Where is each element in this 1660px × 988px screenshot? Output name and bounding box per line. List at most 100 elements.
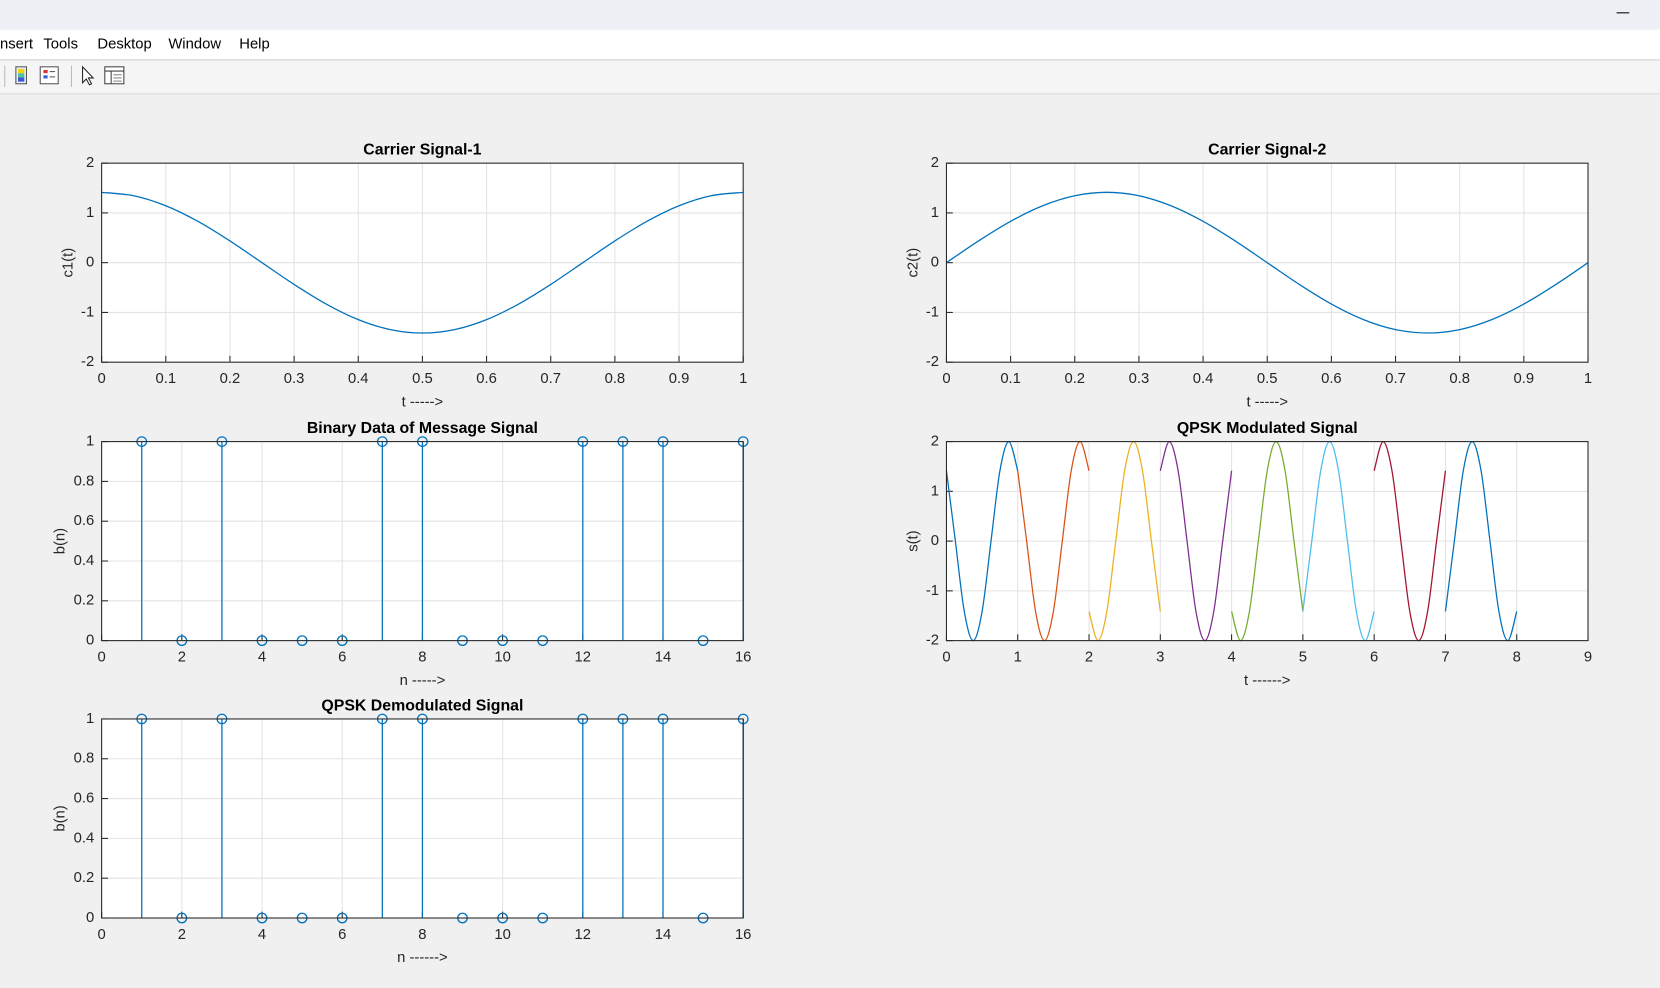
x-tick-label: 0.6 bbox=[1321, 371, 1342, 387]
y-tick-label: 1 bbox=[86, 711, 94, 727]
y-tick-label: -2 bbox=[81, 354, 94, 370]
x-tick-label: 0 bbox=[942, 649, 950, 665]
x-tick-label: 0.4 bbox=[1193, 371, 1214, 387]
y-tick-label: 0 bbox=[931, 533, 939, 549]
x-tick-label: 0.5 bbox=[412, 371, 433, 387]
x-tick-label: 0.2 bbox=[1064, 371, 1085, 387]
pointer-icon[interactable] bbox=[82, 65, 95, 86]
axes-box bbox=[101, 441, 744, 642]
x-tick-label: 0.7 bbox=[1385, 371, 1406, 387]
x-tick-label: 0.9 bbox=[1514, 371, 1535, 387]
y-tick-label: 2 bbox=[931, 155, 939, 171]
y-tick-label: 1 bbox=[931, 483, 939, 499]
x-axis-label: t -----> bbox=[402, 394, 444, 410]
x-tick-label: 0.3 bbox=[1129, 371, 1150, 387]
x-tick-label: 0.1 bbox=[1000, 371, 1021, 387]
y-tick-label: -1 bbox=[81, 304, 94, 320]
y-tick-label: 0 bbox=[86, 255, 94, 271]
axes-title: QPSK Modulated Signal bbox=[1177, 420, 1358, 437]
legend-icon[interactable] bbox=[39, 66, 59, 85]
y-tick-label: -1 bbox=[926, 583, 939, 599]
x-tick-label: 0.1 bbox=[155, 371, 176, 387]
y-tick-label: 0 bbox=[86, 633, 94, 649]
y-axis-label: c2(t) bbox=[906, 248, 922, 278]
axes-box bbox=[101, 718, 744, 919]
x-tick-label: 0.8 bbox=[1449, 371, 1470, 387]
y-tick-label: 1 bbox=[86, 434, 94, 450]
x-tick-label: 6 bbox=[338, 649, 346, 665]
y-tick-label: 0 bbox=[931, 255, 939, 271]
x-tick-label: 16 bbox=[735, 927, 751, 943]
y-tick-label: 1 bbox=[931, 205, 939, 221]
signal-line bbox=[1017, 440, 1090, 642]
x-tick-label: 0.8 bbox=[605, 371, 626, 387]
x-tick-label: 0.4 bbox=[348, 371, 369, 387]
y-tick-label: 0.4 bbox=[74, 830, 95, 846]
property-inspector-icon[interactable] bbox=[104, 66, 125, 85]
y-tick-label: 0.4 bbox=[74, 553, 95, 569]
signal-line bbox=[1373, 440, 1447, 642]
x-tick-label: 2 bbox=[178, 649, 186, 665]
y-tick-label: 0.2 bbox=[74, 870, 95, 886]
x-tick-label: 10 bbox=[494, 649, 510, 665]
y-tick-label: 2 bbox=[931, 434, 939, 450]
x-tick-label: 8 bbox=[1513, 649, 1521, 665]
colorbar-icon[interactable] bbox=[15, 66, 27, 85]
menu-item[interactable]: Window bbox=[168, 37, 221, 53]
y-tick-label: 0.6 bbox=[74, 513, 95, 529]
x-tick-label: 0.5 bbox=[1257, 371, 1278, 387]
x-axis-label: n ------> bbox=[397, 950, 448, 966]
x-tick-label: 8 bbox=[418, 649, 426, 665]
x-tick-label: 9 bbox=[1584, 649, 1592, 665]
signal-line bbox=[1088, 440, 1161, 642]
x-tick-label: 8 bbox=[418, 927, 426, 943]
x-tick-label: 14 bbox=[655, 649, 671, 665]
y-tick-label: -1 bbox=[926, 304, 939, 320]
signal-line bbox=[1159, 440, 1233, 642]
x-tick-label: 4 bbox=[1227, 649, 1235, 665]
y-tick-label: 1 bbox=[86, 205, 94, 221]
x-axis-label: t -----> bbox=[1246, 394, 1288, 410]
x-tick-label: 4 bbox=[258, 649, 266, 665]
y-tick-label: -2 bbox=[926, 354, 939, 370]
menu-item[interactable]: Tools bbox=[43, 37, 78, 53]
signal-line bbox=[1302, 440, 1375, 642]
x-tick-label: 16 bbox=[735, 649, 751, 665]
axes-box bbox=[101, 162, 744, 363]
signal-line bbox=[945, 440, 1019, 642]
signal-line bbox=[1230, 440, 1304, 642]
y-tick-label: 0.8 bbox=[74, 751, 95, 767]
signal-line bbox=[946, 191, 1589, 334]
x-tick-label: 0 bbox=[98, 649, 106, 665]
y-tick-label: 0 bbox=[86, 910, 94, 926]
axes-title: QPSK Demodulated Signal bbox=[321, 697, 523, 714]
x-tick-label: 1 bbox=[739, 371, 747, 387]
x-tick-label: 0 bbox=[98, 927, 106, 943]
x-tick-label: 0.6 bbox=[476, 371, 497, 387]
x-tick-label: 1 bbox=[1584, 371, 1592, 387]
menu-item[interactable]: nsert bbox=[0, 37, 33, 53]
x-tick-label: 7 bbox=[1441, 649, 1449, 665]
x-tick-label: 4 bbox=[258, 927, 266, 943]
x-tick-label: 6 bbox=[338, 927, 346, 943]
x-tick-label: 0.2 bbox=[220, 371, 241, 387]
menu-bar bbox=[0, 29, 1660, 60]
menu-item[interactable]: Help bbox=[239, 37, 269, 53]
x-tick-label: 0.9 bbox=[669, 371, 690, 387]
y-tick-label: 0.8 bbox=[74, 473, 95, 489]
x-tick-label: 0.3 bbox=[284, 371, 305, 387]
x-tick-label: 3 bbox=[1156, 649, 1164, 665]
y-axis-label: s(t) bbox=[906, 530, 922, 551]
signal-line bbox=[101, 191, 744, 334]
x-tick-label: 0.7 bbox=[540, 371, 561, 387]
menu-item[interactable]: Desktop bbox=[97, 37, 151, 53]
y-axis-label: c1(t) bbox=[61, 248, 77, 278]
axes-title: Carrier Signal-2 bbox=[1208, 142, 1326, 159]
axes-title: Binary Data of Message Signal bbox=[307, 420, 538, 437]
x-tick-label: 0 bbox=[98, 371, 106, 387]
x-tick-label: 10 bbox=[494, 927, 510, 943]
signal-line bbox=[1444, 440, 1518, 642]
title-bar bbox=[0, 0, 1660, 30]
